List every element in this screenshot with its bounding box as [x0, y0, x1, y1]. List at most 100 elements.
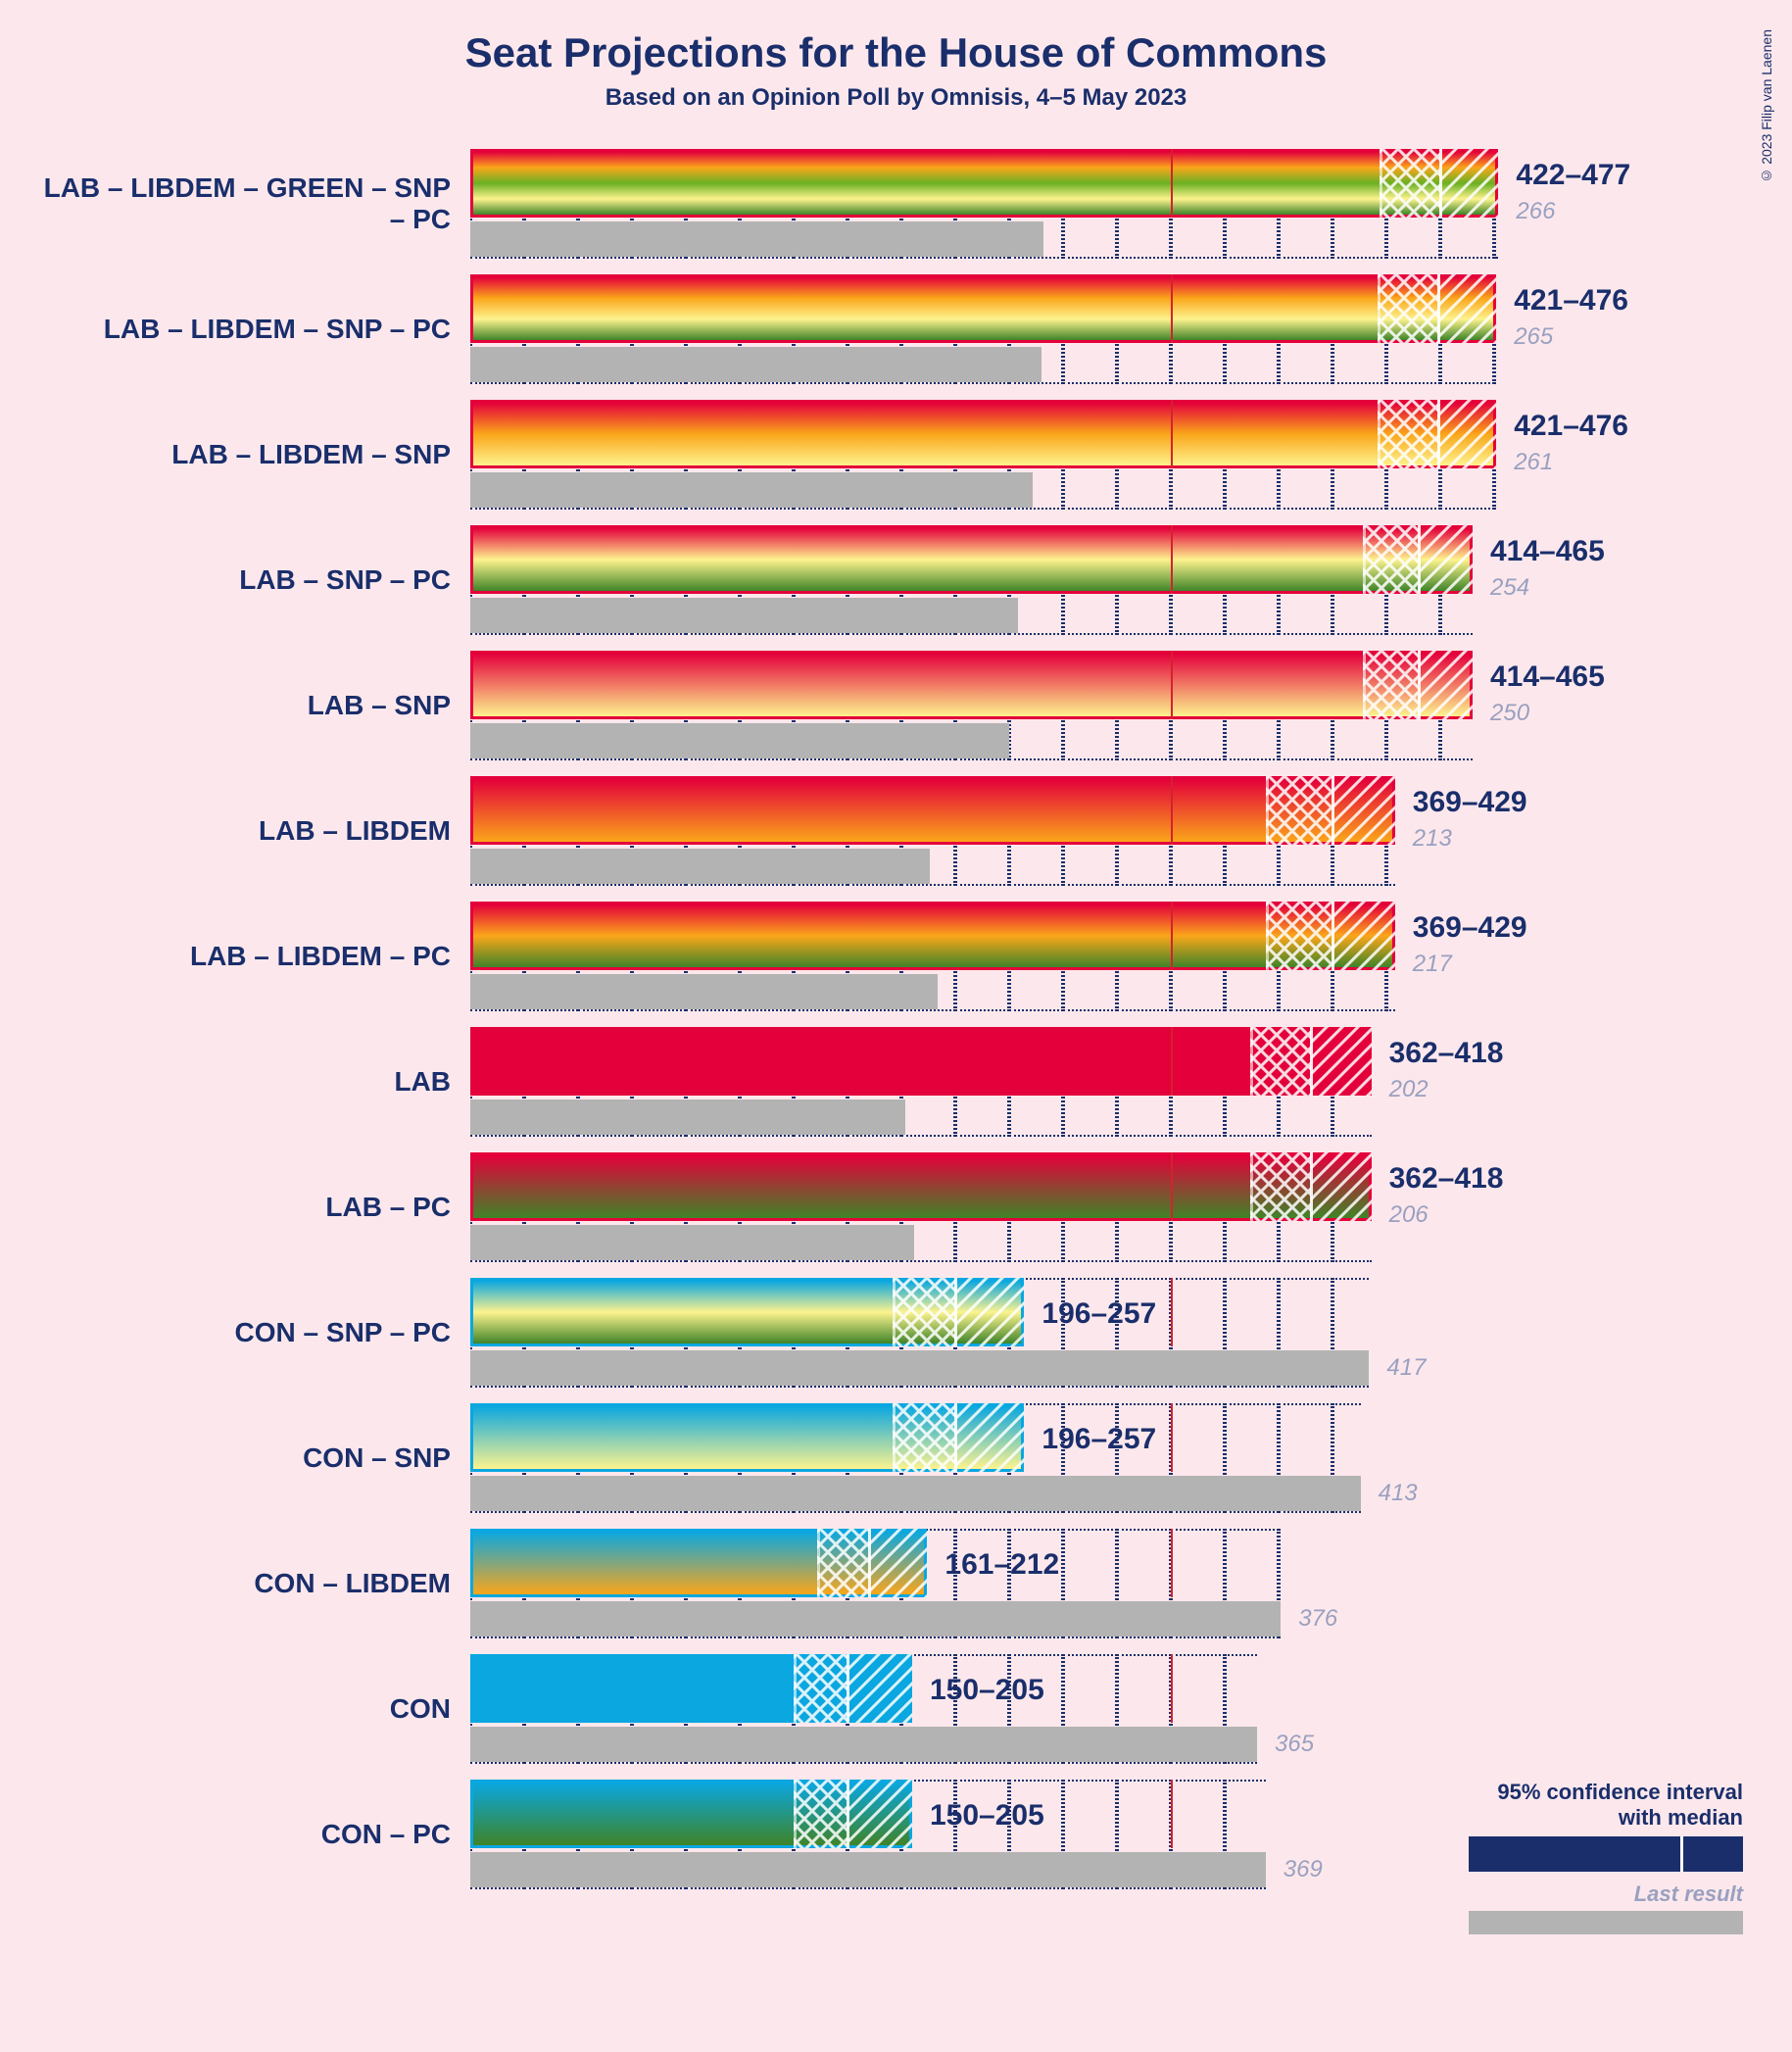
last-result-label: 413: [1379, 1480, 1418, 1507]
ci-upper-hatch: [869, 1529, 927, 1597]
projection-bar: [470, 274, 1496, 343]
legend-ci-text1: 95% confidence interval: [1449, 1780, 1743, 1805]
range-label: 196–257: [1041, 1297, 1156, 1331]
legend-last-text: Last result: [1449, 1881, 1743, 1907]
plot-area: 362–418202: [470, 1019, 1518, 1145]
majority-threshold-line: [1171, 525, 1173, 594]
plot-area: 421–476261: [470, 392, 1518, 517]
plot-area: 414–465250: [470, 643, 1518, 768]
majority-threshold-line: [1171, 400, 1173, 468]
range-label: 150–205: [930, 1674, 1044, 1707]
coalition-label: LAB: [39, 1066, 470, 1098]
ci-lower-hatch: [1266, 776, 1332, 845]
chart-title: Seat Projections for the House of Common…: [39, 29, 1753, 76]
median-line: [1332, 902, 1334, 970]
last-result-label: 265: [1514, 323, 1553, 351]
legend: 95% confidence interval with median Last…: [1449, 1780, 1743, 1934]
last-result-label: 261: [1514, 449, 1553, 476]
plot-area: 196–257 417: [470, 1270, 1518, 1395]
range-label: 196–257: [1041, 1423, 1156, 1456]
last-result-bar: [470, 347, 1041, 382]
median-line: [1310, 1152, 1313, 1221]
ci-upper-hatch: [848, 1780, 912, 1848]
last-result-label: 376: [1298, 1605, 1337, 1633]
ci-lower-hatch: [893, 1278, 955, 1346]
last-result-label: 202: [1389, 1076, 1429, 1103]
ci-lower-hatch: [794, 1780, 848, 1848]
coalition-label: LAB – SNP – PC: [39, 564, 470, 596]
range-label: 421–476: [1514, 410, 1628, 443]
last-result-bar: [470, 1099, 905, 1135]
ci-upper-hatch: [1440, 149, 1498, 218]
plot-area: 422–477266: [470, 141, 1518, 267]
coalition-row: LAB – SNP414–465250: [39, 643, 1753, 768]
projection-bar: [470, 1152, 1372, 1221]
last-result-label: 213: [1413, 825, 1452, 853]
ci-upper-hatch: [848, 1654, 912, 1723]
ci-lower-hatch: [1378, 274, 1438, 343]
range-label: 161–212: [944, 1548, 1059, 1582]
ci-upper-hatch: [955, 1278, 1024, 1346]
plot-area: 362–418206: [470, 1145, 1518, 1270]
ci-upper-hatch: [1419, 651, 1473, 719]
plot-area: 414–465254: [470, 517, 1518, 643]
plot-area: 369–429213: [470, 768, 1518, 894]
projection-bar: [470, 1027, 1372, 1096]
last-result-bar: [470, 849, 930, 884]
coalition-label: LAB – LIBDEM – SNP – PC: [39, 314, 470, 345]
majority-threshold-line: [1171, 651, 1173, 719]
ci-upper-hatch: [1332, 776, 1395, 845]
ci-lower-hatch: [1380, 149, 1440, 218]
last-result-bar: [470, 974, 938, 1009]
coalition-row: CON – LIBDEM161–212376: [39, 1521, 1753, 1646]
projection-bar: [470, 400, 1496, 468]
plot-area: 150–205365: [470, 1646, 1518, 1772]
legend-ci-bar: [1469, 1836, 1743, 1872]
last-result-bar: [470, 1476, 1361, 1511]
coalition-row: LAB – SNP – PC414–465254: [39, 517, 1753, 643]
majority-threshold-line: [1171, 1027, 1173, 1096]
ci-lower-hatch: [1250, 1027, 1311, 1096]
projection-bar: [470, 149, 1498, 218]
range-label: 369–429: [1413, 786, 1527, 819]
last-result-label: 217: [1413, 951, 1452, 978]
projection-bar: [470, 525, 1473, 594]
median-line: [868, 1529, 871, 1597]
legend-hatch-cross: [1620, 1836, 1680, 1872]
majority-threshold-line: [1171, 1654, 1173, 1723]
last-result-bar: [470, 723, 1009, 758]
coalition-label: LAB – LIBDEM: [39, 815, 470, 847]
ci-upper-hatch: [1419, 525, 1473, 594]
coalition-row: LAB – LIBDEM – PC369–429217: [39, 894, 1753, 1019]
ci-upper-hatch: [1332, 902, 1395, 970]
legend-last-bar: [1469, 1911, 1743, 1934]
range-label: 414–465: [1490, 660, 1605, 694]
median-line: [1437, 400, 1440, 468]
range-label: 414–465: [1490, 535, 1605, 568]
majority-threshold-line: [1171, 274, 1173, 343]
plot-area: 196–257 413: [470, 1395, 1518, 1521]
last-result-bar: [470, 1852, 1266, 1887]
plot-area: 421–476265: [470, 267, 1518, 392]
ci-lower-hatch: [1363, 525, 1419, 594]
median-line: [1310, 1027, 1313, 1096]
ci-upper-hatch: [1311, 1152, 1372, 1221]
plot-area: 369–429217: [470, 894, 1518, 1019]
median-line: [954, 1403, 957, 1472]
coalition-label: LAB – SNP: [39, 690, 470, 721]
median-line: [1332, 776, 1334, 845]
coalition-label: CON – SNP: [39, 1442, 470, 1474]
chart-subtitle: Based on an Opinion Poll by Omnisis, 4–5…: [39, 84, 1753, 112]
last-result-bar: [470, 221, 1043, 257]
median-line: [847, 1654, 849, 1723]
ci-upper-hatch: [1438, 274, 1496, 343]
median-line: [1439, 149, 1442, 218]
majority-threshold-line: [1171, 1780, 1173, 1848]
projection-bar: [470, 651, 1473, 719]
ci-lower-hatch: [1250, 1152, 1311, 1221]
coalition-row: LAB362–418202: [39, 1019, 1753, 1145]
last-result-label: 417: [1386, 1354, 1426, 1382]
median-line: [1437, 274, 1440, 343]
projection-bar: [470, 776, 1395, 845]
coalition-row: LAB – LIBDEM369–429213: [39, 768, 1753, 894]
